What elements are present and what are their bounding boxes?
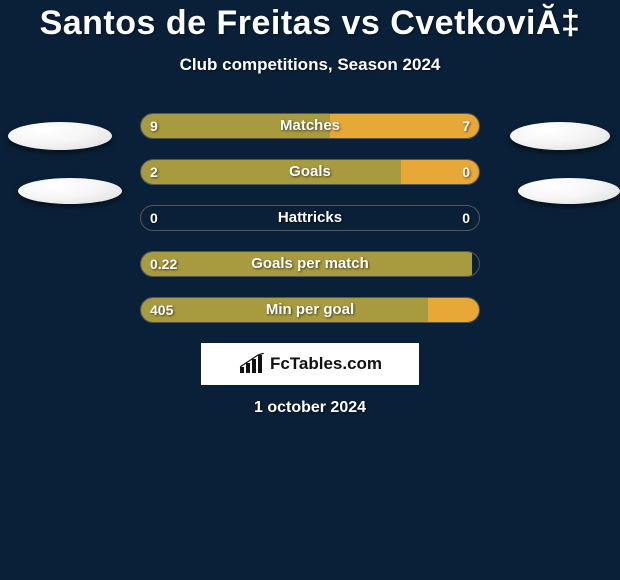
bar-left xyxy=(141,252,472,276)
brand-box: FcTables.com xyxy=(201,343,419,385)
stat-row-min-per-goal: 405 Min per goal xyxy=(0,297,620,323)
page-title: Santos de Freitas vs CvetkoviĂ‡ xyxy=(0,4,620,43)
stat-row-hattricks: 0 Hattricks 0 xyxy=(0,205,620,231)
bar-track xyxy=(140,251,480,277)
value-left: 0 xyxy=(150,205,158,231)
chart-logo-icon xyxy=(238,353,266,375)
stat-row-goals: 2 Goals 0 xyxy=(0,159,620,185)
brand-text: FcTables.com xyxy=(270,354,382,374)
bar-track xyxy=(140,297,480,323)
value-left: 9 xyxy=(150,113,158,139)
stats-infographic: Santos de Freitas vs CvetkoviĂ‡ Club co… xyxy=(0,0,620,580)
bar-track xyxy=(140,205,480,231)
stat-row-matches: 9 Matches 7 xyxy=(0,113,620,139)
value-left: 405 xyxy=(150,297,173,323)
bar-right xyxy=(330,114,479,138)
value-right: 7 xyxy=(462,113,470,139)
bar-left xyxy=(141,298,428,322)
value-left: 0.22 xyxy=(150,251,177,277)
bar-right xyxy=(428,298,479,322)
value-right: 0 xyxy=(462,205,470,231)
page-subtitle: Club competitions, Season 2024 xyxy=(0,55,620,75)
stat-row-goals-per-match: 0.22 Goals per match xyxy=(0,251,620,277)
value-right: 0 xyxy=(462,159,470,185)
value-left: 2 xyxy=(150,159,158,185)
date-text: 1 october 2024 xyxy=(0,399,620,417)
bar-track xyxy=(140,113,480,139)
bar-left xyxy=(141,160,401,184)
bar-left xyxy=(141,114,330,138)
bar-track xyxy=(140,159,480,185)
